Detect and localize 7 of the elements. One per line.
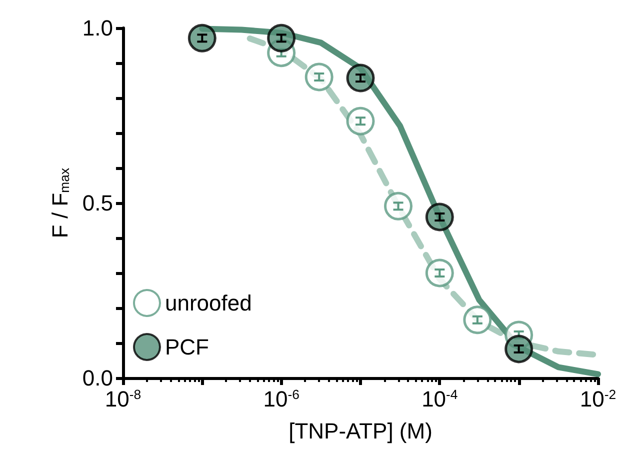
y-tick-label: 1.0 [82,16,113,40]
legend-label: unroofed [165,290,252,316]
legend-label: PCF [165,334,209,360]
x-axis-title: [TNP-ATP] (M) [288,418,432,444]
y-tick-label: 0.0 [82,366,113,390]
y-axis-title: F / Fmax [48,168,72,238]
y-tick-label: 0.5 [82,190,113,216]
